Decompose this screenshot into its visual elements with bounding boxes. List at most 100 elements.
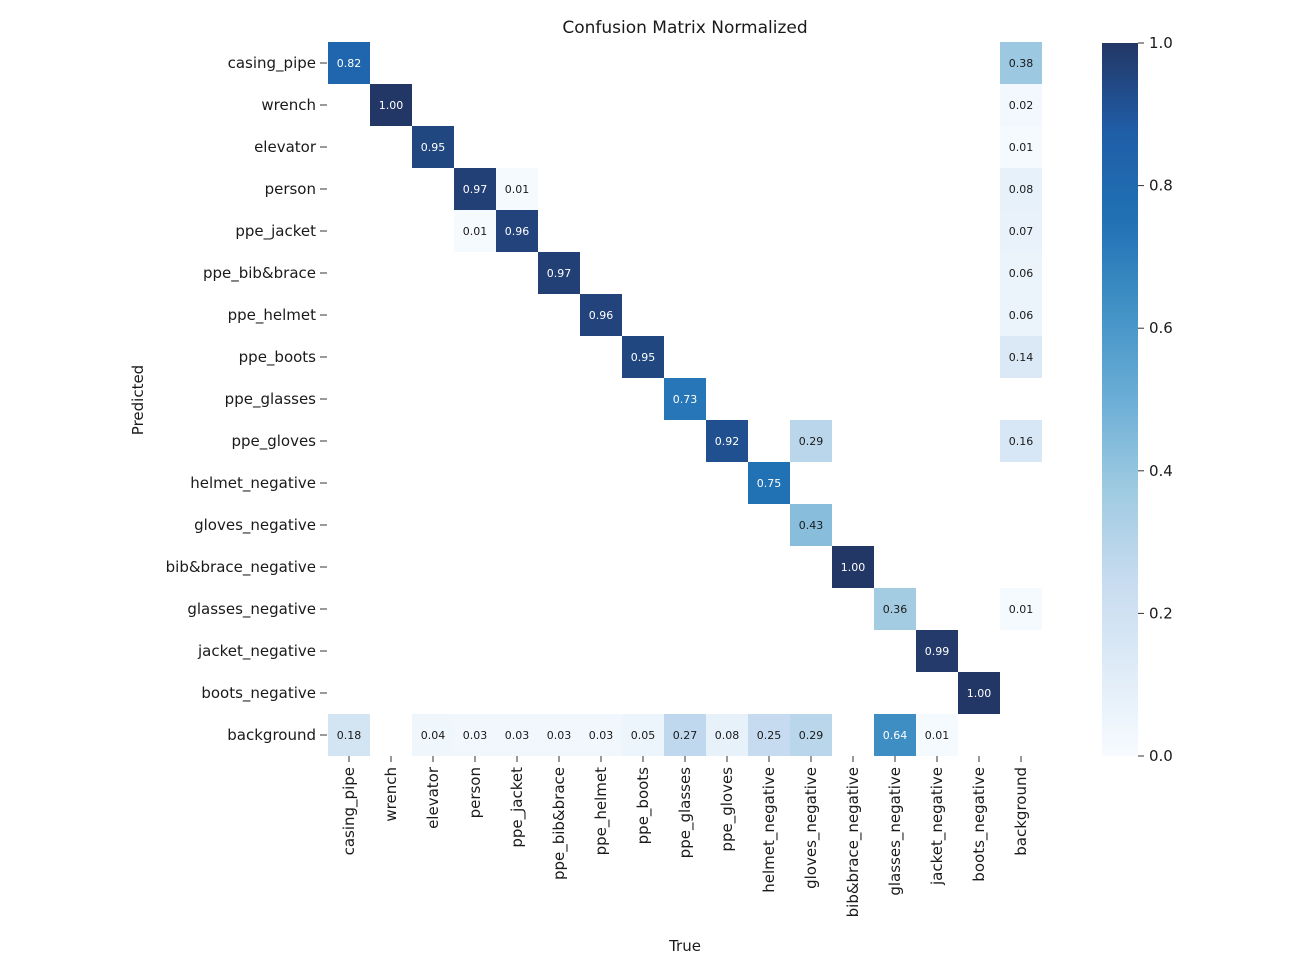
heatmap-cell	[496, 714, 538, 756]
colorbar-ticks: 0.0 0.2 0.4 0.6 0.8 1.0	[1138, 34, 1173, 765]
y-tick-label: ppe_gloves	[231, 432, 316, 451]
heatmap-cell	[748, 714, 790, 756]
heatmap-cell	[1000, 168, 1042, 210]
heatmap-cell	[1000, 336, 1042, 378]
heatmap-cell	[832, 546, 874, 588]
x-tick-labels: casing_pipe wrench elevator person ppe_jacke…	[340, 756, 1030, 917]
heatmap-cell	[706, 420, 748, 462]
heatmap-cell	[454, 210, 496, 252]
colorbar	[1102, 43, 1138, 756]
cell-value-label: 0.43	[799, 519, 824, 532]
y-tick-label: bib&brace_negative	[166, 558, 316, 577]
heatmap-cell	[958, 672, 1000, 714]
cell-value-label: 0.01	[505, 183, 530, 196]
y-tick-label: wrench	[261, 96, 316, 114]
heatmap-cell	[454, 714, 496, 756]
y-tick-label: background	[227, 726, 316, 744]
x-tick-label: ppe_gloves	[718, 767, 737, 852]
heatmap-cell	[1000, 42, 1042, 84]
x-tick-label: helmet_negative	[760, 767, 779, 893]
heatmap-cell	[580, 714, 622, 756]
x-tick-label: person	[466, 767, 484, 818]
x-tick-label: ppe_boots	[634, 767, 653, 845]
cell-value-label: 0.03	[505, 729, 530, 742]
heatmap-cell	[790, 714, 832, 756]
cell-value-label: 0.16	[1009, 435, 1034, 448]
heatmap-cell	[664, 378, 706, 420]
colorbar-tick-label: 0.2	[1149, 604, 1173, 622]
cell-value-label: 1.00	[841, 561, 866, 574]
y-tick-label: ppe_bib&brace	[203, 264, 316, 283]
heatmap-cell	[874, 714, 916, 756]
heatmap-cell	[622, 336, 664, 378]
y-tick-label: ppe_boots	[239, 348, 317, 367]
cell-value-label: 0.03	[589, 729, 614, 742]
heatmap-cell	[1000, 420, 1042, 462]
x-tick-label: ppe_bib&brace	[550, 767, 569, 880]
x-tick-label: ppe_jacket	[508, 767, 527, 848]
cell-value-label: 0.01	[925, 729, 950, 742]
x-tick-label: background	[1012, 767, 1030, 856]
cell-value-label: 0.96	[505, 225, 530, 238]
heatmap-cell	[1000, 210, 1042, 252]
heatmap-cell	[622, 714, 664, 756]
y-tick-label: gloves_negative	[194, 516, 316, 535]
cell-value-label: 0.01	[463, 225, 488, 238]
heatmap-cell	[790, 504, 832, 546]
colorbar-tick-label: 0.8	[1149, 177, 1173, 195]
x-tick-label: elevator	[424, 766, 442, 829]
heatmap-cell	[370, 84, 412, 126]
cell-value-label: 0.99	[925, 645, 950, 658]
chart-title: Confusion Matrix Normalized	[562, 18, 807, 38]
cell-value-label: 0.03	[547, 729, 572, 742]
cell-value-label: 0.29	[799, 435, 824, 448]
y-tick-label: ppe_helmet	[228, 306, 317, 325]
y-tick-label: elevator	[254, 138, 317, 156]
x-tick-label: glasses_negative	[886, 767, 905, 896]
x-tick-label: boots_negative	[970, 767, 989, 882]
heatmap-cell	[412, 126, 454, 168]
y-tick-label: ppe_jacket	[235, 222, 316, 241]
heatmap-cell	[412, 714, 454, 756]
heatmap-cell	[1000, 294, 1042, 336]
heatmap-cell	[1000, 84, 1042, 126]
heatmap-cell	[1000, 588, 1042, 630]
cell-value-label: 0.92	[715, 435, 740, 448]
heatmap-cell	[1000, 252, 1042, 294]
heatmap-cell	[664, 714, 706, 756]
x-tick-label: ppe_glasses	[676, 767, 695, 859]
heatmap-cell	[328, 42, 370, 84]
cell-value-label: 0.64	[883, 729, 908, 742]
cell-value-label: 0.27	[673, 729, 698, 742]
y-tick-label: ppe_glasses	[225, 390, 317, 409]
cell-value-label: 0.95	[631, 351, 656, 364]
colorbar-tick-label: 0.4	[1149, 462, 1173, 480]
heatmap-cell	[328, 714, 370, 756]
x-tick-label: wrench	[382, 767, 400, 822]
cell-value-label: 0.06	[1009, 309, 1034, 322]
cell-value-label: 0.73	[673, 393, 698, 406]
y-tick-label: boots_negative	[201, 684, 316, 703]
cell-value-label: 0.29	[799, 729, 824, 742]
heatmap-cell	[538, 714, 580, 756]
cell-value-label: 0.08	[715, 729, 740, 742]
heatmap-cell	[454, 168, 496, 210]
y-tick-label: helmet_negative	[190, 474, 316, 493]
heatmap-cell	[748, 462, 790, 504]
cell-value-label: 0.18	[337, 729, 362, 742]
colorbar-tick-label: 0.6	[1149, 319, 1173, 337]
cell-value-label: 0.75	[757, 477, 782, 490]
heatmap-cell	[916, 714, 958, 756]
cell-value-label: 0.25	[757, 729, 782, 742]
colorbar-tick-label: 0.0	[1149, 747, 1173, 765]
cell-value-label: 0.01	[1009, 603, 1034, 616]
x-axis-label: True	[668, 937, 701, 955]
cell-value-label: 0.07	[1009, 225, 1034, 238]
x-tick-label: bib&brace_negative	[844, 767, 863, 917]
cell-value-label: 0.03	[463, 729, 488, 742]
y-tick-label: glasses_negative	[187, 600, 316, 619]
cell-value-label: 0.06	[1009, 267, 1034, 280]
cell-value-label: 0.97	[547, 267, 572, 280]
